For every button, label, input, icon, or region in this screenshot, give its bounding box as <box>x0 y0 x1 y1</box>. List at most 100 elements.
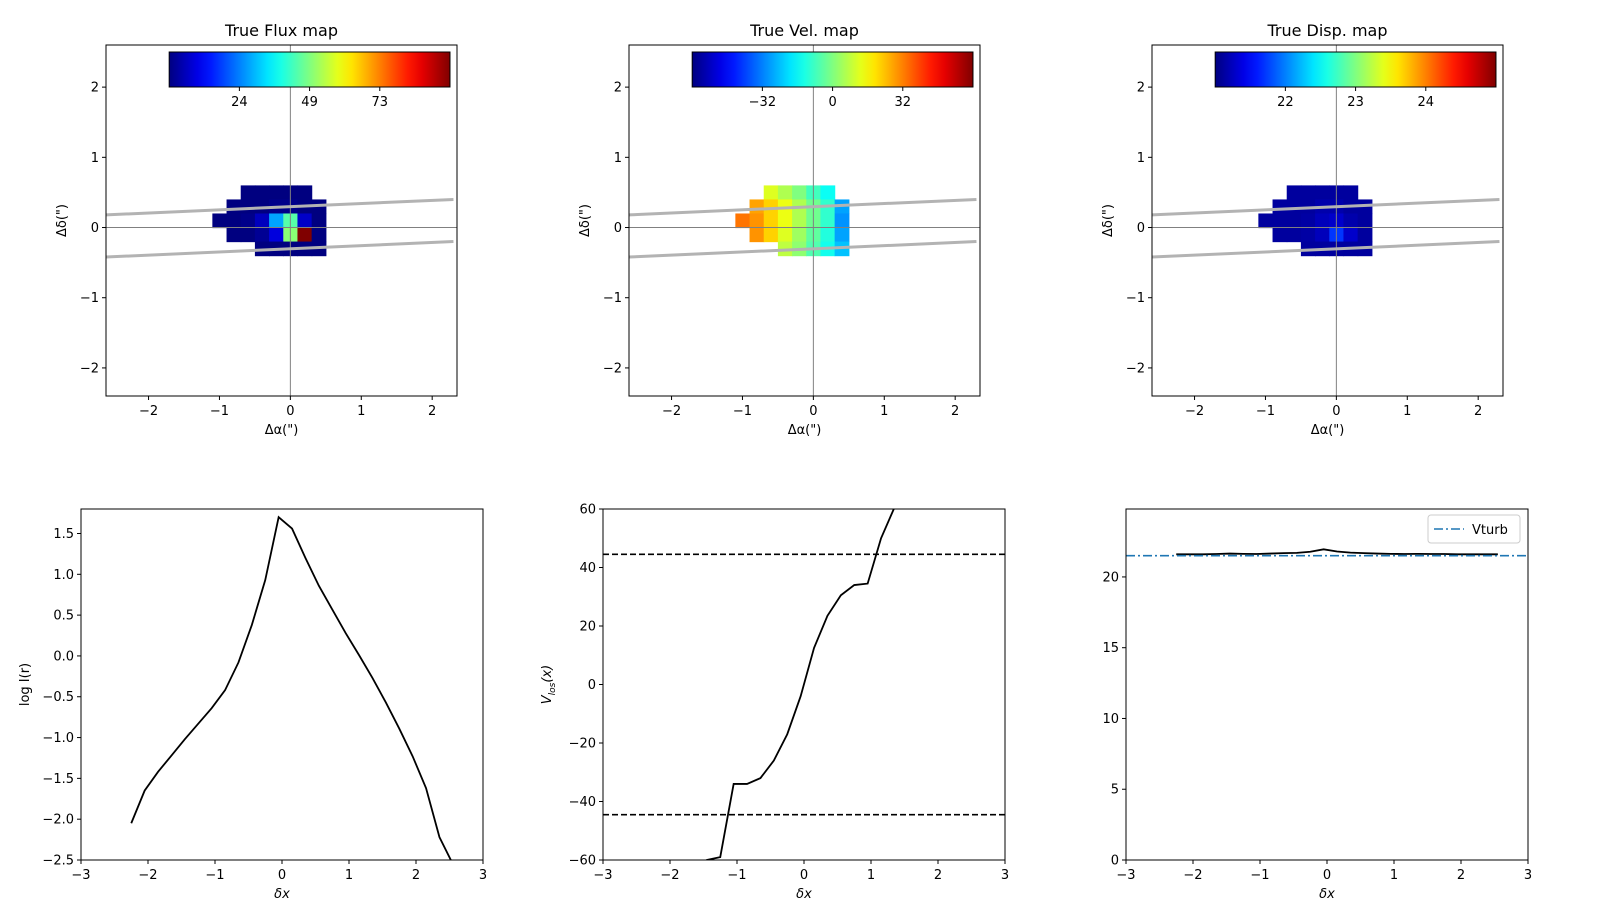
colorbar-tick-label: 24 <box>231 95 248 110</box>
y-tick-label: 10 <box>1102 712 1119 727</box>
y-axis-label-suffix: (x) <box>540 665 555 683</box>
y-tick-label: 0.0 <box>53 649 74 664</box>
map-pixel <box>763 213 779 229</box>
colorbar-tick-label: 24 <box>1418 95 1435 110</box>
chart-panel-2: −32 0 32 −2 −1 0 1 2 −2 −1 0 1 2 True Vel. map Δα(") Δδ… <box>578 21 981 438</box>
map-pixel <box>1300 227 1316 243</box>
x-tick-label: 2 <box>951 404 959 419</box>
colorbar-tick-label: 73 <box>372 95 389 110</box>
x-tick-label: 3 <box>479 868 487 883</box>
map-pixel <box>297 227 313 243</box>
slit-edge-1 <box>106 197 454 217</box>
map-pixel <box>820 213 836 229</box>
x-tick-label: 1 <box>867 868 875 883</box>
y-tick-label: −2.0 <box>42 813 74 828</box>
x-tick-label: −3 <box>71 868 90 883</box>
y-tick-label: 1.0 <box>53 568 74 583</box>
colorbar-gradient <box>691 51 974 88</box>
map-pixel <box>297 185 313 201</box>
y-tick-label: −2 <box>80 361 99 376</box>
slit-edge-2 <box>106 240 454 259</box>
x-tick-label: −1 <box>727 868 746 883</box>
map-pixel <box>1315 213 1330 229</box>
plot-area <box>629 45 980 396</box>
colorbar-tick-label: 32 <box>895 95 912 110</box>
map-pixel <box>1286 185 1302 201</box>
map-pixel <box>1286 199 1302 215</box>
y-tick-label: 15 <box>1102 641 1119 656</box>
map-pixel <box>1300 213 1316 229</box>
y-tick-label: −2.5 <box>42 854 74 869</box>
map-pixel <box>834 227 850 243</box>
x-tick-label: 1 <box>345 868 353 883</box>
colorbar-tick-label: −32 <box>749 95 776 110</box>
x-tick-label: −1 <box>210 404 229 419</box>
slit-edge-1 <box>1152 197 1500 217</box>
x-tick-label: −2 <box>139 404 158 419</box>
map-pixel <box>269 185 284 201</box>
map-pixel <box>777 213 793 229</box>
y-tick-label: 2 <box>91 81 99 96</box>
chart-panel-4: −3 −2 −1 0 1 2 3 −2.5 −2.0 −1.5 −1.0 −0.5 0.0 0.5 1.0 1… <box>18 508 487 900</box>
y-axis-label-main: V <box>540 694 555 704</box>
map-pixel <box>212 213 228 229</box>
map-pixel <box>820 227 836 243</box>
y-tick-label: −60 <box>569 854 596 869</box>
slit-edge-2 <box>629 240 977 259</box>
chart-panel-3: 22 23 24 −2 −1 0 1 2 −2 −1 0 1 2 True Disp. map Δα(") Δ… <box>1101 21 1504 438</box>
y-axis-label-sub: los <box>548 682 558 695</box>
x-tick-label: 0 <box>809 404 817 419</box>
y-tick-label: 1.5 <box>53 527 74 542</box>
y-axis-label: log I(r) <box>18 663 33 706</box>
x-tick-label: 0 <box>800 868 808 883</box>
map-pixel <box>1315 185 1330 201</box>
x-tick-label: 0 <box>1323 868 1331 883</box>
map-pixel <box>240 213 256 229</box>
x-tick-label: 0 <box>278 868 286 883</box>
y-tick-label: 20 <box>579 620 596 635</box>
map-pixel <box>1357 213 1373 229</box>
map-pixel <box>834 213 850 229</box>
legend-label: Vturb <box>1472 523 1508 538</box>
x-tick-label: −1 <box>733 404 752 419</box>
x-tick-label: 2 <box>1457 868 1465 883</box>
y-tick-label: −1.5 <box>42 772 74 787</box>
map-pixel <box>763 185 779 201</box>
x-tick-label: −1 <box>205 868 224 883</box>
axes-frame <box>628 44 981 397</box>
axes-frame <box>80 508 484 861</box>
map-pixel <box>1272 213 1288 229</box>
y-axis-label: Vlos(x) <box>540 665 558 704</box>
map-pixel <box>240 227 256 243</box>
y-tick-label: −2 <box>1126 361 1145 376</box>
y-tick-label: 2 <box>1137 81 1145 96</box>
map-pixel <box>792 185 807 201</box>
axes-frame <box>1125 508 1529 861</box>
map-pixel <box>240 185 256 201</box>
x-tick-label: −2 <box>1183 868 1202 883</box>
x-axis-label: Δα(") <box>1311 423 1345 438</box>
map-pixel <box>240 199 256 215</box>
chart-panel-1: 24 49 73 −2 −1 0 1 2 −2 −1 0 1 2 True Flux map Δα(") Δδ… <box>55 21 458 438</box>
map-pixel <box>735 213 751 229</box>
chart-title: True Disp. map <box>1266 21 1387 40</box>
y-tick-label: 1 <box>614 151 622 166</box>
x-axis-label: δx <box>1319 887 1335 900</box>
map-pixel <box>763 199 779 215</box>
x-tick-label: 1 <box>880 404 888 419</box>
y-tick-label: −2 <box>603 361 622 376</box>
y-tick-label: 0.5 <box>53 609 74 624</box>
series-line-1 <box>1176 548 1498 556</box>
x-tick-label: 2 <box>1474 404 1482 419</box>
map-pixel <box>763 227 779 243</box>
colorbar-tick-label: 22 <box>1277 95 1294 110</box>
plot-area <box>106 45 457 396</box>
map-pixel <box>749 199 765 215</box>
x-tick-label: −2 <box>138 868 157 883</box>
y-tick-label: 0 <box>588 678 596 693</box>
map-pixel <box>269 213 284 229</box>
y-tick-label: −40 <box>569 795 596 810</box>
plot-area <box>130 515 452 860</box>
map-pixel <box>792 227 807 243</box>
